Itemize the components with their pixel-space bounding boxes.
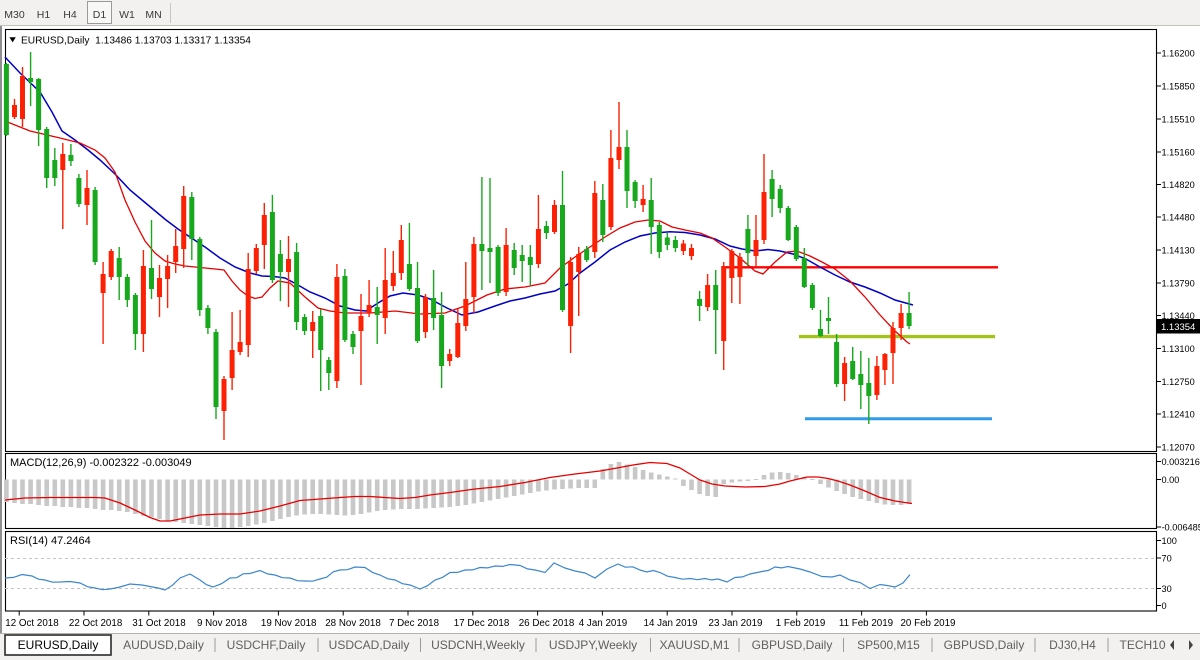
svg-text:1.13100: 1.13100 xyxy=(1162,344,1195,354)
svg-text:-0.006485: -0.006485 xyxy=(1162,523,1200,533)
svg-text:1.16200: 1.16200 xyxy=(1162,49,1195,59)
svg-text:31 Oct 2018: 31 Oct 2018 xyxy=(132,618,186,629)
svg-text:AUDUSD,Daily: AUDUSD,Daily xyxy=(123,638,204,652)
svg-text:30: 30 xyxy=(1162,584,1172,594)
svg-text:4 Jan 2019: 4 Jan 2019 xyxy=(579,618,627,629)
svg-text:GBPUSD,Daily: GBPUSD,Daily xyxy=(752,638,833,652)
svg-text:SP500,M15: SP500,M15 xyxy=(857,638,920,652)
svg-text:28 Nov 2018: 28 Nov 2018 xyxy=(325,618,381,629)
svg-text:14 Jan 2019: 14 Jan 2019 xyxy=(644,618,698,629)
svg-text:1.13354: 1.13354 xyxy=(1161,322,1195,333)
svg-text:1.15850: 1.15850 xyxy=(1162,82,1195,92)
svg-text:1.13440: 1.13440 xyxy=(1162,311,1195,321)
svg-text:7 Dec 2018: 7 Dec 2018 xyxy=(389,618,440,629)
svg-text:M30: M30 xyxy=(4,9,25,21)
svg-text:H1: H1 xyxy=(37,9,51,21)
svg-text:W1: W1 xyxy=(119,9,135,21)
svg-text:1.15160: 1.15160 xyxy=(1162,148,1195,158)
svg-text:1.12410: 1.12410 xyxy=(1162,410,1195,420)
svg-text:H4: H4 xyxy=(63,9,77,21)
svg-text:EURUSD,Daily: EURUSD,Daily xyxy=(18,638,99,652)
svg-text:1.14480: 1.14480 xyxy=(1162,213,1195,223)
svg-text:EURUSD,Daily 1.13486 1.13703: EURUSD,Daily 1.13486 1.13703 1.13317 1.1… xyxy=(21,36,251,47)
svg-text:1 Feb 2019: 1 Feb 2019 xyxy=(776,618,826,629)
svg-text:GBPUSD,Daily: GBPUSD,Daily xyxy=(944,638,1025,652)
svg-text:100: 100 xyxy=(1162,536,1177,546)
svg-text:1.14130: 1.14130 xyxy=(1162,246,1195,256)
svg-text:17 Dec 2018: 17 Dec 2018 xyxy=(454,618,510,629)
svg-text:20 Feb 2019: 20 Feb 2019 xyxy=(900,618,955,629)
svg-text:19 Nov 2018: 19 Nov 2018 xyxy=(261,618,317,629)
svg-text:MACD(12,26,9) -0.002322 -0.003: MACD(12,26,9) -0.002322 -0.003049 xyxy=(10,457,192,469)
svg-text:USDCNH,Weekly: USDCNH,Weekly xyxy=(431,638,525,652)
svg-text:1.13790: 1.13790 xyxy=(1162,279,1195,289)
svg-text:USDCAD,Daily: USDCAD,Daily xyxy=(329,638,410,652)
svg-text:1.14820: 1.14820 xyxy=(1162,180,1195,190)
svg-text:TECH10: TECH10 xyxy=(1119,638,1165,652)
svg-text:23 Jan 2019: 23 Jan 2019 xyxy=(709,618,763,629)
svg-text:USDCHF,Daily: USDCHF,Daily xyxy=(227,638,306,652)
svg-text:USDJPY,Weekly: USDJPY,Weekly xyxy=(549,638,637,652)
svg-text:MN: MN xyxy=(145,9,161,21)
svg-text:D1: D1 xyxy=(93,9,107,21)
svg-text:0.00: 0.00 xyxy=(1162,475,1180,485)
svg-text:11 Feb 2019: 11 Feb 2019 xyxy=(839,618,893,629)
svg-text:1.15510: 1.15510 xyxy=(1162,115,1195,125)
svg-text:0: 0 xyxy=(1162,601,1167,611)
svg-text:0.003216: 0.003216 xyxy=(1162,457,1200,467)
svg-text:12 Oct 2018: 12 Oct 2018 xyxy=(5,618,59,629)
svg-text:XAUUSD,M1: XAUUSD,M1 xyxy=(659,638,729,652)
svg-text:26 Dec 2018: 26 Dec 2018 xyxy=(519,618,575,629)
svg-text:22 Oct 2018: 22 Oct 2018 xyxy=(69,618,123,629)
svg-text:70: 70 xyxy=(1162,554,1172,564)
svg-text:1.12750: 1.12750 xyxy=(1162,377,1195,387)
svg-text:RSI(14) 47.2464: RSI(14) 47.2464 xyxy=(10,535,91,547)
svg-text:1.12070: 1.12070 xyxy=(1162,443,1195,453)
svg-text:9 Nov 2018: 9 Nov 2018 xyxy=(197,618,248,629)
svg-text:DJ30,H4: DJ30,H4 xyxy=(1049,638,1096,652)
